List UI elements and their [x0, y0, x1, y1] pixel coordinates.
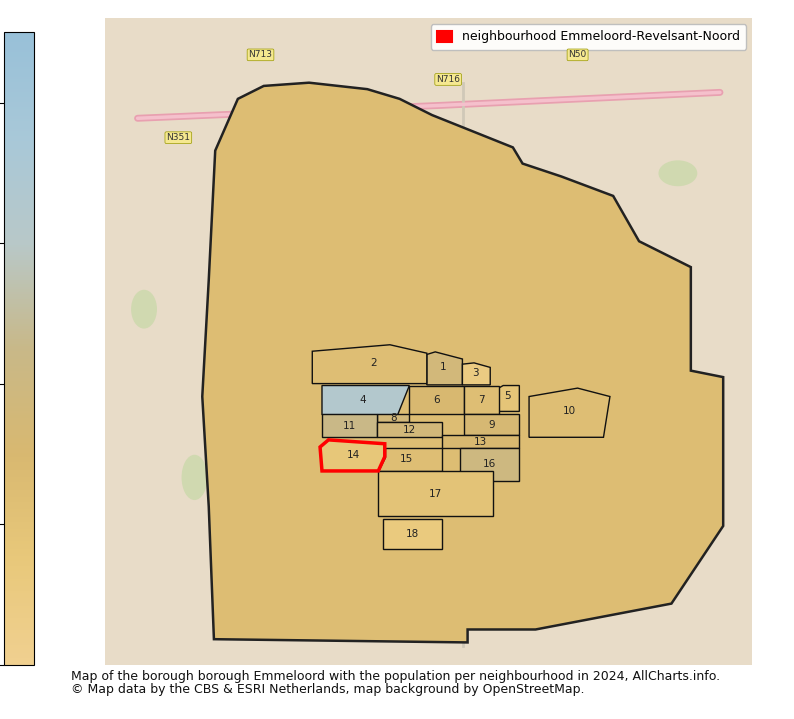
- Text: 11: 11: [343, 421, 357, 431]
- Text: 13: 13: [474, 437, 488, 446]
- Polygon shape: [377, 414, 410, 422]
- Polygon shape: [384, 520, 441, 549]
- Polygon shape: [202, 83, 723, 643]
- Polygon shape: [377, 422, 441, 437]
- Text: 16: 16: [483, 459, 496, 470]
- Text: 17: 17: [430, 489, 442, 498]
- Text: 3: 3: [472, 368, 480, 378]
- Polygon shape: [410, 385, 464, 414]
- Text: 14: 14: [346, 450, 360, 460]
- Polygon shape: [462, 363, 490, 385]
- Polygon shape: [460, 449, 519, 481]
- Text: 18: 18: [406, 529, 419, 539]
- Polygon shape: [322, 385, 410, 415]
- Text: 1: 1: [439, 362, 446, 372]
- Text: 9: 9: [488, 420, 495, 430]
- Polygon shape: [320, 440, 385, 471]
- Polygon shape: [378, 449, 441, 471]
- Ellipse shape: [658, 160, 697, 186]
- Polygon shape: [441, 436, 519, 449]
- Polygon shape: [312, 345, 427, 384]
- Text: 7: 7: [478, 395, 485, 405]
- Polygon shape: [499, 385, 519, 411]
- Ellipse shape: [636, 325, 655, 358]
- Text: Map of the borough borough Emmeloord with the population per neighbourhood in 20: Map of the borough borough Emmeloord wit…: [71, 670, 721, 683]
- Text: N716: N716: [436, 75, 461, 84]
- Text: 5: 5: [504, 391, 511, 401]
- Text: N351: N351: [166, 133, 191, 142]
- Text: © Map data by the CBS & ESRI Netherlands, map background by OpenStreetMap.: © Map data by the CBS & ESRI Netherlands…: [71, 683, 585, 696]
- Text: 6: 6: [434, 395, 440, 405]
- Polygon shape: [464, 385, 499, 414]
- Polygon shape: [427, 352, 462, 385]
- Ellipse shape: [131, 290, 157, 329]
- Polygon shape: [378, 471, 493, 516]
- Text: 10: 10: [563, 406, 576, 416]
- Text: N50: N50: [569, 50, 587, 60]
- Text: 15: 15: [399, 454, 413, 464]
- Polygon shape: [322, 414, 377, 437]
- Text: 2: 2: [370, 358, 377, 368]
- Text: N713: N713: [249, 50, 272, 60]
- Text: 8: 8: [390, 413, 396, 423]
- Text: 12: 12: [403, 424, 416, 434]
- Polygon shape: [529, 388, 610, 437]
- Legend: neighbourhood Emmeloord-Revelsant-Noord: neighbourhood Emmeloord-Revelsant-Noord: [430, 24, 746, 50]
- Text: 4: 4: [360, 395, 366, 405]
- Ellipse shape: [182, 455, 207, 500]
- Polygon shape: [464, 414, 519, 436]
